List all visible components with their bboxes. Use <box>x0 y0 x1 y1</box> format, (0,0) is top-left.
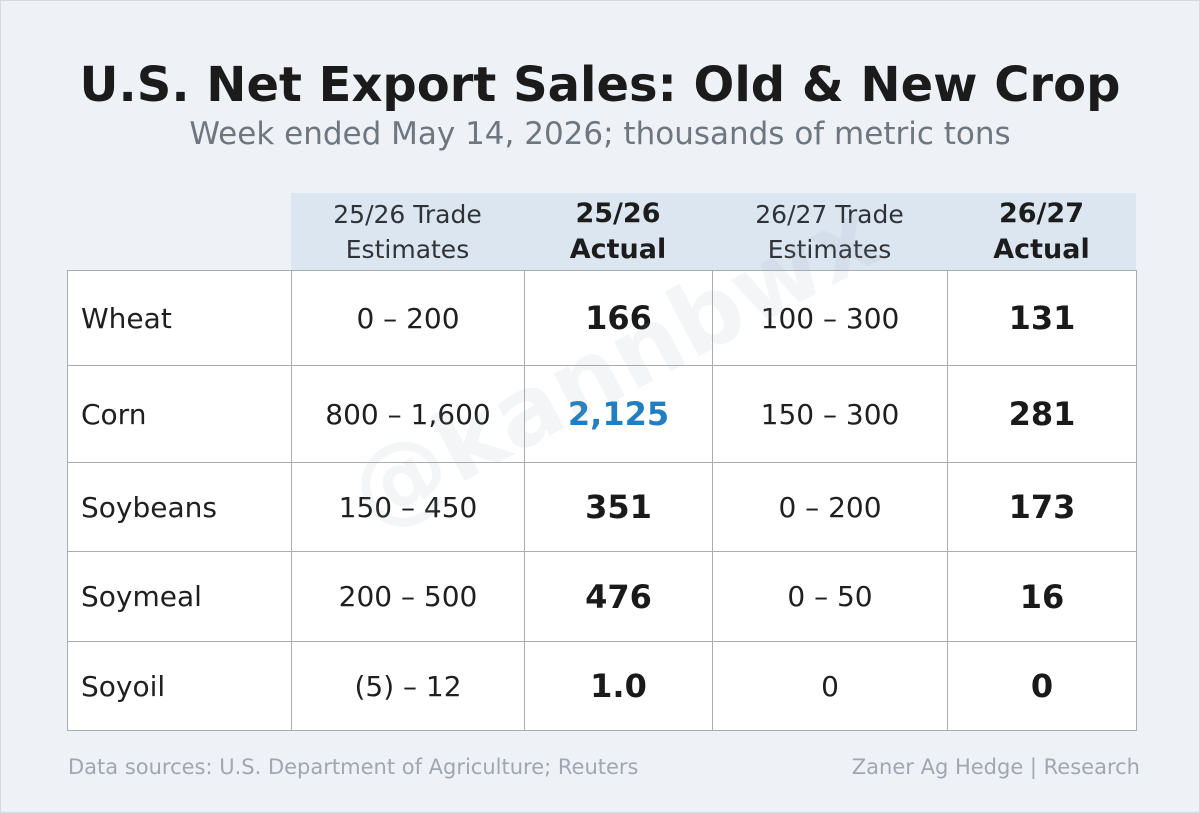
cell-est-2627: 0 – 200 <box>712 462 948 552</box>
column-header-line1: 26/27 Trade <box>755 199 904 229</box>
column-header-line1: 25/26 <box>575 197 661 229</box>
cell-act-2627: 281 <box>947 365 1137 463</box>
table-row-soyoil: Soyoil (5) – 12 1.0 0 0 <box>67 641 1137 731</box>
cell-act-2526: 476 <box>524 551 713 642</box>
cell-act-2627: 173 <box>947 462 1137 552</box>
cell-act-2526: 1.0 <box>524 641 713 731</box>
table-row-wheat: Wheat 0 – 200 166 100 – 300 131 <box>67 270 1137 366</box>
chart-title: U.S. Net Export Sales: Old & New Crop <box>79 57 1121 113</box>
cell-act-2627: 131 <box>947 270 1137 366</box>
cell-act-2526: 2,125 <box>524 365 713 463</box>
column-header-line1: 25/26 Trade <box>333 199 482 229</box>
cell-act-2526: 351 <box>524 462 713 552</box>
cell-est-2627: 150 – 300 <box>712 365 948 463</box>
cell-est-2526: 150 – 450 <box>291 462 525 552</box>
cell-est-2526: 200 – 500 <box>291 551 525 642</box>
data-source-note: Data sources: U.S. Department of Agricul… <box>68 755 639 779</box>
column-header-act-2526: 25/26 Actual <box>524 193 712 270</box>
column-header-line1: 26/27 <box>998 197 1084 229</box>
cell-est-2526: (5) – 12 <box>291 641 525 731</box>
row-label: Soymeal <box>67 551 292 642</box>
row-label: Soybeans <box>67 462 292 552</box>
cell-est-2627: 0 – 50 <box>712 551 948 642</box>
table-row-soymeal: Soymeal 200 – 500 476 0 – 50 16 <box>67 551 1137 642</box>
column-header-act-2627: 26/27 Actual <box>947 193 1136 270</box>
credit-note: Zaner Ag Hedge | Research <box>851 755 1140 779</box>
column-header-line2: Actual <box>569 233 667 265</box>
export-sales-table: Wheat 0 – 200 166 100 – 300 131 Corn 800… <box>67 270 1137 731</box>
column-header-line2: Actual <box>993 233 1090 265</box>
column-header-line2: Estimates <box>767 234 892 264</box>
cell-est-2526: 0 – 200 <box>291 270 525 366</box>
chart-subtitle: Week ended May 14, 2026; thousands of me… <box>189 116 1011 152</box>
column-header-est-2627: 26/27 Trade Estimates <box>712 193 947 270</box>
table-row-corn: Corn 800 – 1,600 2,125 150 – 300 281 <box>67 365 1137 463</box>
cell-act-2627: 16 <box>947 551 1137 642</box>
column-header-est-2526: 25/26 Trade Estimates <box>291 193 524 270</box>
cell-est-2627: 0 <box>712 641 948 731</box>
row-label: Corn <box>67 365 292 463</box>
row-label: Wheat <box>67 270 292 366</box>
row-label: Soyoil <box>67 641 292 731</box>
cell-act-2627: 0 <box>947 641 1137 731</box>
table-row-soybeans: Soybeans 150 – 450 351 0 – 200 173 <box>67 462 1137 552</box>
column-header-band <box>291 193 1136 270</box>
cell-est-2627: 100 – 300 <box>712 270 948 366</box>
cell-act-2526: 166 <box>524 270 713 366</box>
column-header-line2: Estimates <box>345 234 470 264</box>
cell-est-2526: 800 – 1,600 <box>291 365 525 463</box>
